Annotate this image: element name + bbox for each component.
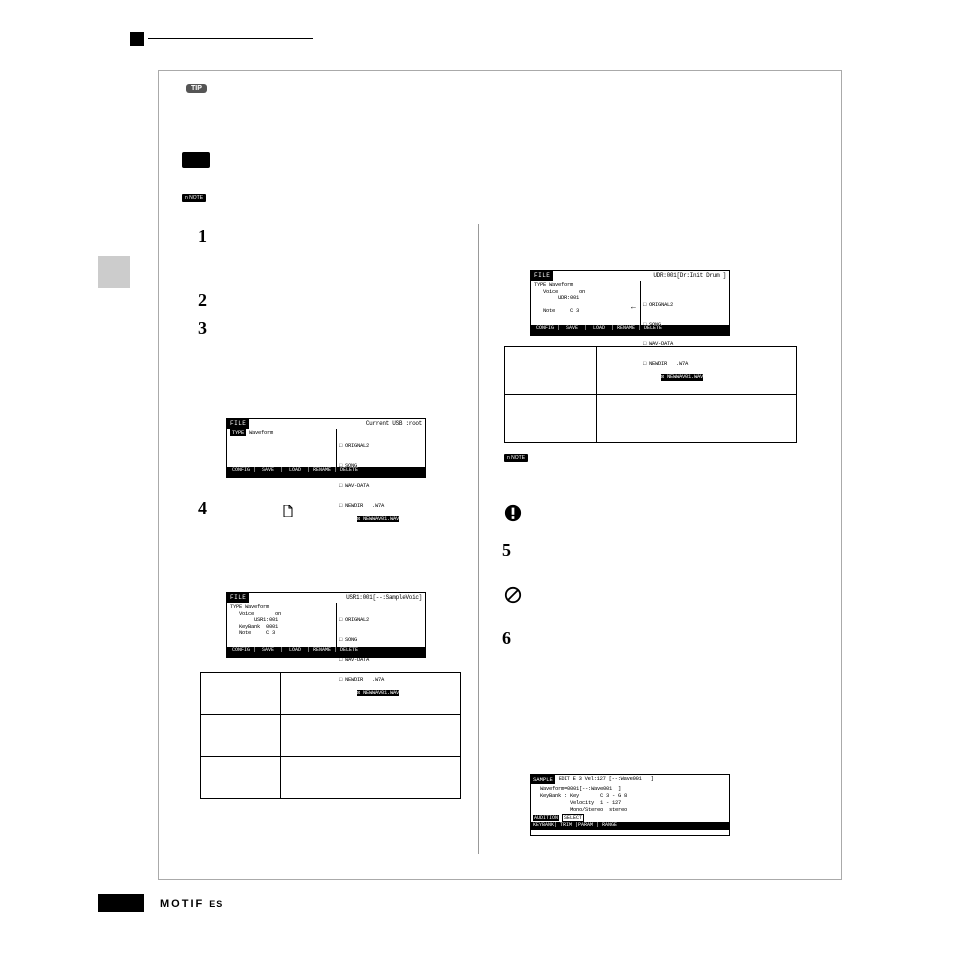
lcd1-title: Current USB :root — [366, 420, 425, 427]
lcd-screen-1: FILE Current USB :root TYPE Waveform □ O… — [226, 418, 426, 478]
lcd3-tag: FILE — [531, 271, 553, 281]
lcd2-title: USR1:001[--:SampleVoic] — [346, 594, 425, 601]
lcd4-midfooter: AUDITION SELECT — [531, 815, 729, 822]
lcd2-right: □ ORIGNAL2 □ SONG □ WAV-DATA □ NEWDIR .W… — [337, 603, 425, 647]
lcd4-tag: SAMPLE — [531, 775, 555, 784]
lcd-screen-4: SAMPLE EDIT E 3 Vel:127 [--:Wave001 ] Wa… — [530, 774, 730, 836]
step-6: 6 — [502, 628, 511, 649]
step-3: 3 — [198, 318, 207, 339]
column-divider — [478, 224, 479, 854]
param-table-right — [504, 346, 797, 443]
lcd1-right: □ ORIGNAL2 □ SONG □ WAV-DATA □ NEWDIR .W… — [337, 429, 425, 467]
side-grey-tab — [98, 256, 130, 288]
lcd1-tag: FILE — [227, 419, 249, 429]
motif-logo: MOTIF ES — [160, 898, 223, 910]
step-2: 2 — [198, 290, 207, 311]
param-table-left — [200, 672, 461, 799]
lcd4-body: Waveform=0001[--:Wave001 ] KeyBank : Key… — [531, 784, 729, 815]
header-rule — [148, 38, 313, 39]
lcd3-title: UDR:001[Dr:Init Drum ] — [653, 272, 729, 279]
step-1: 1 — [198, 226, 207, 247]
caution-icon — [504, 504, 522, 522]
step-5: 5 — [502, 540, 511, 561]
lcd-screen-3: FILE UDR:001[Dr:Init Drum ] TYPE Wavefor… — [530, 270, 730, 336]
lcd1-left: TYPE Waveform — [227, 429, 337, 467]
lcd4-footer: KEYBANK| TRIM |PARAM | RANGE — [531, 822, 729, 830]
page-number-box — [98, 894, 144, 912]
note-badge-1: n NOTE — [182, 194, 206, 202]
lcd-screen-2: FILE USR1:001[--:SampleVoic] TYPE Wavefo… — [226, 592, 426, 658]
lcd2-left: TYPE Waveform Voice on USR1:001 KeyBank … — [227, 603, 337, 647]
lcd2-tag: FILE — [227, 593, 249, 603]
document-icon — [283, 505, 293, 517]
prohibit-icon — [504, 586, 522, 604]
tip-badge: TIP — [186, 84, 207, 93]
header-square-mark — [130, 32, 144, 46]
section-black-pill — [182, 152, 210, 168]
lcd3-left: TYPE Waveform Voice on UDR:001 Note C 3 — [531, 281, 641, 325]
note-badge-2: n NOTE — [504, 454, 528, 462]
lcd3-right: ← □ ORIGNAL2 □ SONG □ WAV-DATA □ NEWDIR … — [641, 281, 729, 325]
step-4: 4 — [198, 498, 207, 519]
